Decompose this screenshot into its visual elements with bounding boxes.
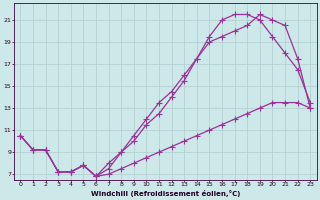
X-axis label: Windchill (Refroidissement éolien,°C): Windchill (Refroidissement éolien,°C) xyxy=(91,190,240,197)
